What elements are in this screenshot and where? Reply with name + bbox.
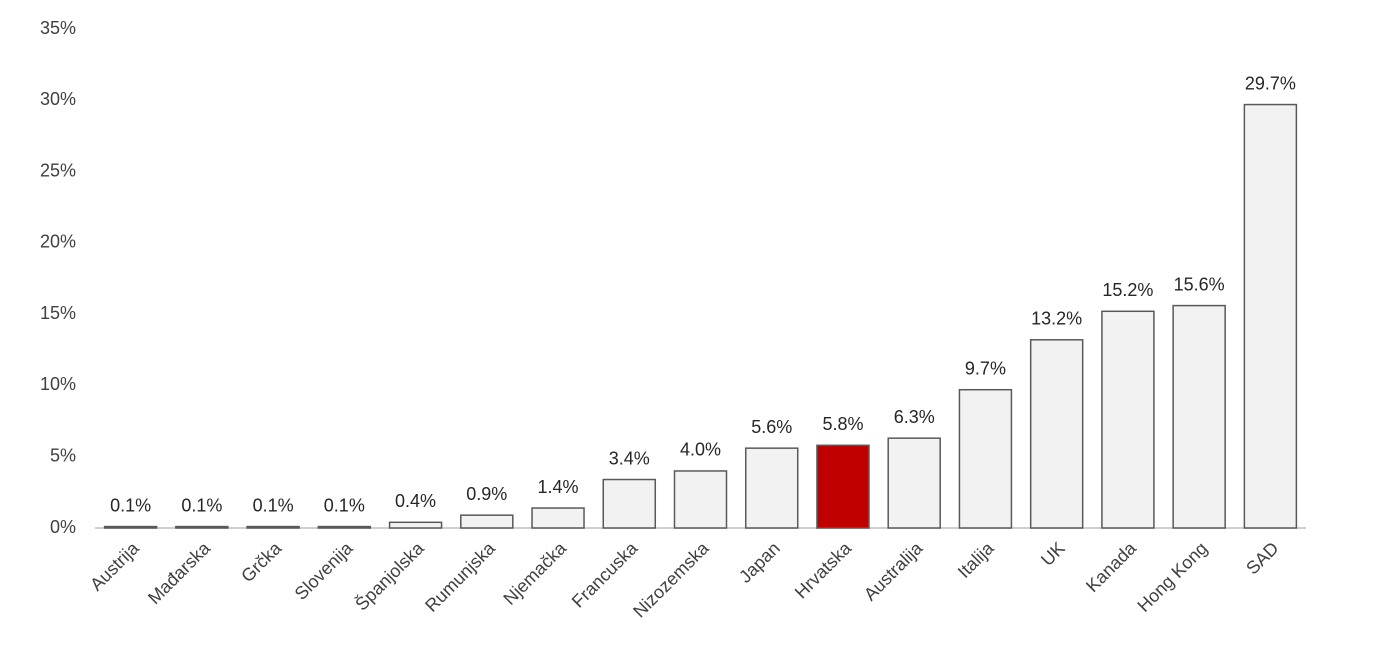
x-tick-label: Hrvatska	[791, 537, 856, 602]
bar	[246, 525, 300, 529]
y-tick-label: 35%	[40, 18, 76, 38]
bar	[1101, 310, 1155, 529]
bar	[317, 525, 372, 529]
bar	[816, 444, 870, 529]
value-label: 0.1%	[324, 495, 365, 515]
y-tick-label: 15%	[40, 303, 76, 323]
value-label: 0.1%	[181, 495, 222, 515]
value-label: 0.9%	[466, 484, 507, 504]
y-tick-label: 0%	[50, 517, 76, 537]
value-label: 6.3%	[894, 407, 935, 427]
x-tick-label: Mađarska	[144, 537, 215, 608]
x-tick-label: Australija	[860, 537, 927, 604]
x-tick-label: Njemačka	[499, 537, 570, 608]
value-label: 15.6%	[1174, 274, 1225, 294]
value-label: 0.4%	[395, 491, 436, 511]
bar	[1243, 103, 1298, 529]
bar	[958, 388, 1013, 529]
value-label: 3.4%	[609, 448, 650, 468]
bar	[673, 470, 728, 529]
value-label: 5.6%	[751, 417, 792, 437]
x-tick-label: Hong Kong	[1133, 538, 1211, 616]
value-label: 13.2%	[1031, 309, 1082, 329]
value-label: 15.2%	[1102, 280, 1153, 300]
x-tick-label: Nizozemska	[629, 537, 713, 621]
x-tick-label: Rumunjska	[421, 537, 500, 616]
bar	[1029, 339, 1084, 529]
x-tick-label: Francuska	[568, 537, 642, 611]
x-tick-label: Grčka	[237, 537, 286, 586]
x-tick-label: Italija	[954, 537, 999, 582]
bar	[103, 525, 158, 529]
x-tick-label: SAD	[1242, 538, 1282, 578]
bar	[887, 437, 941, 529]
x-tick-label: Španjolska	[351, 537, 429, 615]
bar	[531, 507, 585, 529]
x-tick-label: UK	[1037, 538, 1069, 570]
y-tick-label: 30%	[40, 89, 76, 109]
y-tick-label: 20%	[40, 232, 76, 252]
y-tick-label: 25%	[40, 160, 76, 180]
x-tick-label: Slovenija	[291, 537, 357, 603]
value-label: 0.1%	[253, 495, 294, 515]
value-label: 4.0%	[680, 440, 721, 460]
y-tick-label: 5%	[50, 445, 76, 465]
bar	[1172, 304, 1226, 529]
value-label: 29.7%	[1245, 73, 1296, 93]
x-tick-label: Japan	[735, 538, 784, 587]
x-tick-label: Kanada	[1082, 537, 1141, 596]
value-label: 0.1%	[110, 495, 151, 515]
x-tick-label: Austrija	[86, 537, 143, 594]
bar	[744, 447, 799, 529]
bar	[602, 478, 657, 529]
bar	[388, 521, 443, 529]
value-label: 1.4%	[538, 477, 579, 497]
y-tick-label: 10%	[40, 374, 76, 394]
bar	[460, 514, 514, 529]
bar	[175, 525, 229, 529]
value-label: 5.8%	[822, 414, 863, 434]
value-label: 9.7%	[965, 358, 1006, 378]
